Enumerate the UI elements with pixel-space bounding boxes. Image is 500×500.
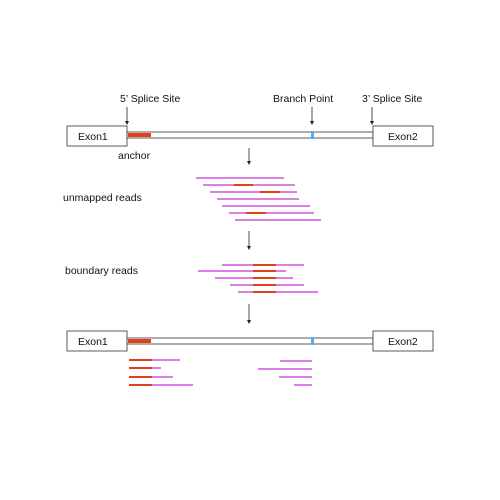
mapped-left-read-4-anchor	[129, 384, 152, 386]
mapped-left-read-4	[129, 384, 193, 386]
bottom-intron	[126, 337, 374, 345]
mapped-left-read-3-anchor	[129, 376, 152, 378]
top-intron	[126, 131, 374, 139]
top-gene-model: Exon1 Exon2	[66, 125, 434, 147]
mapped-left-read-1-anchor	[129, 359, 152, 361]
top-exon2-box	[372, 125, 434, 147]
mapped-left-read-2-anchor	[129, 367, 152, 369]
unmapped-read-6	[229, 212, 314, 214]
anchor-label: anchor	[118, 150, 151, 162]
boundary-reads-label: boundary reads	[65, 265, 138, 277]
boundary-read-5-anchor	[253, 291, 276, 293]
mapped-reads-right	[258, 360, 312, 386]
mapped-reads-left	[129, 359, 193, 386]
unmapped-reads-label: unmapped reads	[63, 192, 142, 204]
top-anchor-segment	[128, 133, 151, 137]
mapped-right-read-2	[258, 368, 312, 370]
unmapped-read-3	[210, 191, 297, 193]
down-arrowhead-1-icon	[247, 161, 251, 165]
five-prime-splice-site-label: 5’ Splice Site	[120, 93, 180, 105]
unmapped-read-3-anchor	[260, 191, 280, 193]
unmapped-read-7	[235, 219, 321, 221]
boundary-read-2-anchor	[253, 270, 276, 272]
branch-point-label: Branch Point	[273, 93, 333, 105]
boundary-reads-group	[198, 264, 318, 293]
bottom-exon1-label: Exon1	[78, 336, 108, 348]
boundary-read-1-anchor	[253, 264, 276, 266]
three-prime-splice-site-label: 3’ Splice Site	[362, 93, 422, 105]
unmapped-reads-group	[196, 177, 321, 221]
top-exon1-label: Exon1	[78, 131, 108, 143]
unmapped-read-2-anchor	[234, 184, 253, 186]
boundary-read-5	[238, 291, 318, 293]
unmapped-read-6-anchor	[246, 212, 266, 214]
bottom-gene-model: Exon1 Exon2	[66, 330, 434, 352]
mapped-right-read-1	[280, 360, 312, 362]
mapped-right-read-3	[279, 376, 312, 378]
five-prime-arrowhead-icon	[125, 121, 129, 125]
bottom-exon2-label: Exon2	[388, 336, 418, 348]
unmapped-read-4	[217, 198, 299, 200]
down-arrowhead-2-icon	[247, 246, 251, 250]
unmapped-read-1	[196, 177, 284, 179]
boundary-read-3-anchor	[253, 277, 276, 279]
mapped-left-read-1	[129, 359, 180, 361]
branch-point-arrowhead-icon	[310, 121, 314, 125]
top-exon2-label: Exon2	[388, 131, 418, 143]
bottom-exon2-box	[372, 330, 434, 352]
down-arrowhead-3-icon	[247, 320, 251, 324]
boundary-read-4-anchor	[253, 284, 276, 286]
mapped-right-read-4	[294, 384, 312, 386]
boundary-read-2	[198, 270, 286, 272]
unmapped-read-5	[222, 205, 310, 207]
top-branch-point-marker	[311, 131, 314, 139]
three-prime-arrowhead-icon	[370, 121, 374, 125]
bottom-anchor-segment	[128, 339, 151, 343]
bottom-branch-point-marker	[311, 337, 314, 345]
